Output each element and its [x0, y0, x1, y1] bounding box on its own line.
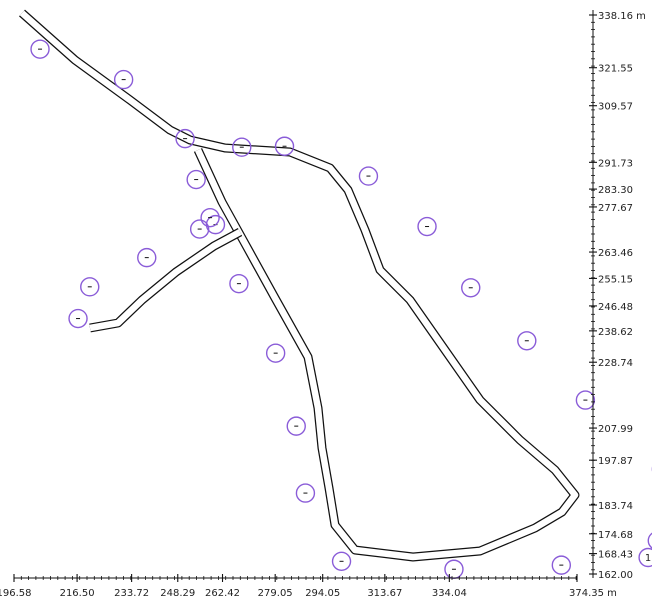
axes: 196.58 216.50 233.72 248.29 262.42 279.05 294.…: [0, 10, 646, 599]
x-tick-label: 374.35 m: [569, 588, 617, 599]
station-marker-11: [575, 390, 596, 410]
y-tick-label: 338.16 m: [598, 11, 646, 22]
road-fill-1: [89, 229, 242, 332]
y-tick-label: 207.99: [598, 424, 633, 435]
station-marker-24: [200, 207, 220, 228]
y-axis: 338.16 m 321.55 309.57 291.73 283.30 277.67 26…: [589, 10, 646, 581]
station-marker-25: [189, 219, 210, 239]
y-tick-label: 183.74: [598, 501, 633, 512]
station-marker-19: [286, 416, 306, 436]
station-marker-2: [30, 39, 50, 59]
y-tick-label: 246.48: [598, 302, 633, 313]
station-marker-21: [229, 273, 249, 294]
station-marker-3: [113, 69, 134, 90]
station-marker-26: [137, 247, 157, 268]
x-tick-label: 279.05: [258, 588, 293, 599]
station-marker-14: [647, 532, 652, 549]
road-outline-0: [19, 9, 580, 562]
station-marker-15: [551, 555, 572, 575]
station-markers: 1: [30, 39, 652, 579]
station-marker-10: [517, 331, 537, 351]
station-marker-23: [186, 169, 206, 190]
station-marker-4: [175, 128, 195, 149]
station-marker-6: [274, 136, 295, 156]
y-tick-label: 263.46: [598, 248, 633, 259]
y-tick-label: 321.55: [598, 64, 633, 75]
x-tick-label: 248.29: [160, 588, 195, 599]
y-tick-label: 291.73: [598, 158, 633, 169]
station-marker-8: [417, 216, 437, 237]
x-tick-label: 334.04: [432, 588, 467, 599]
road-fill-0: [19, 10, 579, 561]
y-tick-label: 162.00: [598, 570, 633, 581]
station-marker-18: [295, 483, 316, 503]
start-marker: [638, 547, 652, 568]
y-tick-label: 283.30: [598, 185, 633, 196]
x-tick-label: 216.50: [60, 588, 95, 599]
y-tick-label: 255.15: [598, 274, 633, 285]
y-tick-label: 174.68: [598, 530, 633, 541]
x-axis: 196.58 216.50 233.72 248.29 262.42 279.05 294.…: [0, 574, 617, 599]
station-marker-9: [461, 278, 481, 298]
station-marker-20: [265, 343, 286, 363]
y-tick-label: 197.87: [598, 456, 633, 467]
x-tick-label: 262.42: [205, 588, 240, 599]
x-tick-label: 294.05: [305, 588, 340, 599]
y-tick-label: 228.74: [598, 358, 633, 369]
y-tick-label: 309.57: [598, 102, 633, 113]
station-marker-5: [232, 137, 252, 157]
y-tick-label: 168.43: [598, 550, 633, 561]
track-layer: [19, 9, 580, 562]
y-tick-label: 277.67: [598, 203, 633, 214]
station-marker-27: [80, 277, 100, 297]
station-marker-17: [331, 551, 352, 572]
x-tick-label: 233.72: [114, 588, 149, 599]
station-marker-7: [358, 166, 379, 186]
station-marker-22: [205, 214, 226, 235]
station-marker-28: [68, 308, 88, 329]
y-tick-label: 238.62: [598, 327, 633, 338]
start-marker-label: 1: [645, 553, 651, 564]
x-tick-label: 313.67: [367, 588, 402, 599]
x-tick-label: 196.58: [0, 588, 32, 599]
